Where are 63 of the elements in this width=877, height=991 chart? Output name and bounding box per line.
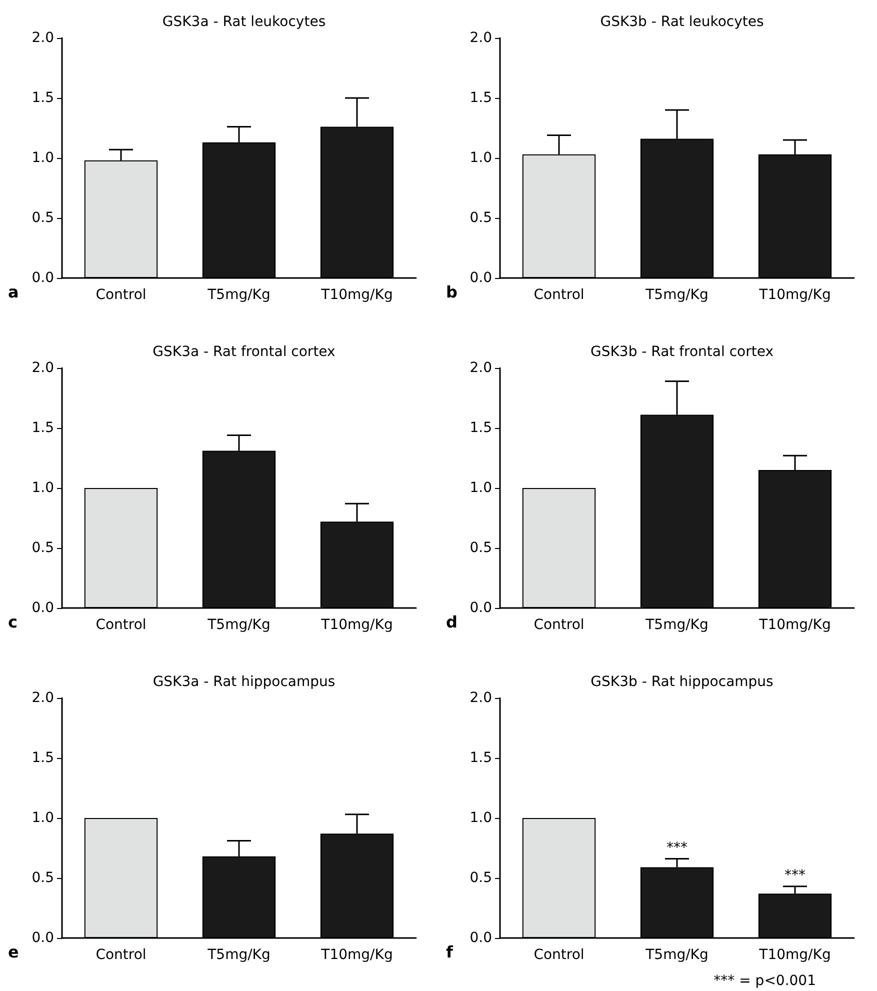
chart-title: GSK3a - Rat hippocampus xyxy=(152,674,336,690)
text: *** = p<0.001 xyxy=(714,973,816,989)
y-tick-label: 0.5 xyxy=(470,870,492,886)
y-tick-label: 1.5 xyxy=(470,90,492,106)
y-tick-label: 0.0 xyxy=(32,270,54,286)
x-tick-label: T5mg/Kg xyxy=(206,287,270,303)
x-tick-label: T5mg/Kg xyxy=(206,617,270,633)
y-tick-label: 1.5 xyxy=(470,420,492,436)
y-tick-label: 0.0 xyxy=(470,600,492,616)
x-tick-label: T10mg/Kg xyxy=(320,287,393,303)
x-tick-label: T5mg/Kg xyxy=(644,947,708,963)
y-tick-label: 1.0 xyxy=(470,810,492,826)
x-tick-label: T5mg/Kg xyxy=(644,617,708,633)
y-tick-label: 2.0 xyxy=(470,690,492,706)
y-tick-label: 1.5 xyxy=(32,420,54,436)
y-tick-label: 2.0 xyxy=(470,360,492,376)
chart-title: GSK3a - Rat frontal cortex xyxy=(152,344,336,360)
annotation: *** xyxy=(666,840,688,856)
y-tick-label: 1.5 xyxy=(470,750,492,766)
x-tick-label: Control xyxy=(96,287,146,303)
annotation: *** xyxy=(784,867,806,884)
text: f xyxy=(446,942,454,962)
x-tick-label: Control xyxy=(96,947,146,963)
y-tick-label: 0.5 xyxy=(32,870,54,886)
chart-title: GSK3b - Rat frontal cortex xyxy=(590,344,774,360)
x-tick-label: Control xyxy=(96,617,146,633)
chart-title: GSK3b - Rat leukocytes xyxy=(600,14,764,30)
y-tick-label: 1.5 xyxy=(32,750,54,766)
y-tick-label: 0.5 xyxy=(470,540,492,556)
y-tick-label: 2.0 xyxy=(32,690,54,706)
y-tick-label: 0.0 xyxy=(32,930,54,946)
y-tick-label: 1.0 xyxy=(32,480,54,496)
x-tick-label: T10mg/Kg xyxy=(758,287,831,303)
y-tick-label: 0.5 xyxy=(32,210,54,226)
y-tick-label: 0.0 xyxy=(470,930,492,946)
x-tick-label: T10mg/Kg xyxy=(320,947,393,963)
y-tick-label: 1.0 xyxy=(470,150,492,166)
y-tick-label: 1.0 xyxy=(32,810,54,826)
x-tick-label: T5mg/Kg xyxy=(206,947,270,963)
text: b xyxy=(446,282,458,302)
text: d xyxy=(446,612,458,632)
text: c xyxy=(8,612,18,632)
y-tick-label: 2.0 xyxy=(470,30,492,46)
x-tick-label: T10mg/Kg xyxy=(758,617,831,633)
y-tick-label: 1.0 xyxy=(470,480,492,496)
y-tick-label: 2.0 xyxy=(32,360,54,376)
chart-title: GSK3b - Rat hippocampus xyxy=(590,674,774,690)
x-tick-label: Control xyxy=(534,617,584,633)
text: e xyxy=(8,942,19,962)
x-tick-label: Control xyxy=(534,287,584,303)
y-tick-label: 1.5 xyxy=(32,90,54,106)
y-tick-label: 0.5 xyxy=(470,210,492,226)
x-tick-label: Control xyxy=(534,947,584,963)
text: a xyxy=(8,282,19,302)
chart-title: GSK3a - Rat leukocytes xyxy=(162,14,326,30)
x-tick-label: T5mg/Kg xyxy=(644,287,708,303)
y-tick-label: 0.5 xyxy=(32,540,54,556)
y-tick-label: 0.0 xyxy=(470,270,492,286)
y-tick-label: 0.0 xyxy=(32,600,54,616)
y-tick-label: 1.0 xyxy=(32,150,54,166)
x-tick-label: T10mg/Kg xyxy=(320,617,393,633)
x-tick-label: T10mg/Kg xyxy=(758,947,831,963)
y-tick-label: 2.0 xyxy=(32,30,54,46)
